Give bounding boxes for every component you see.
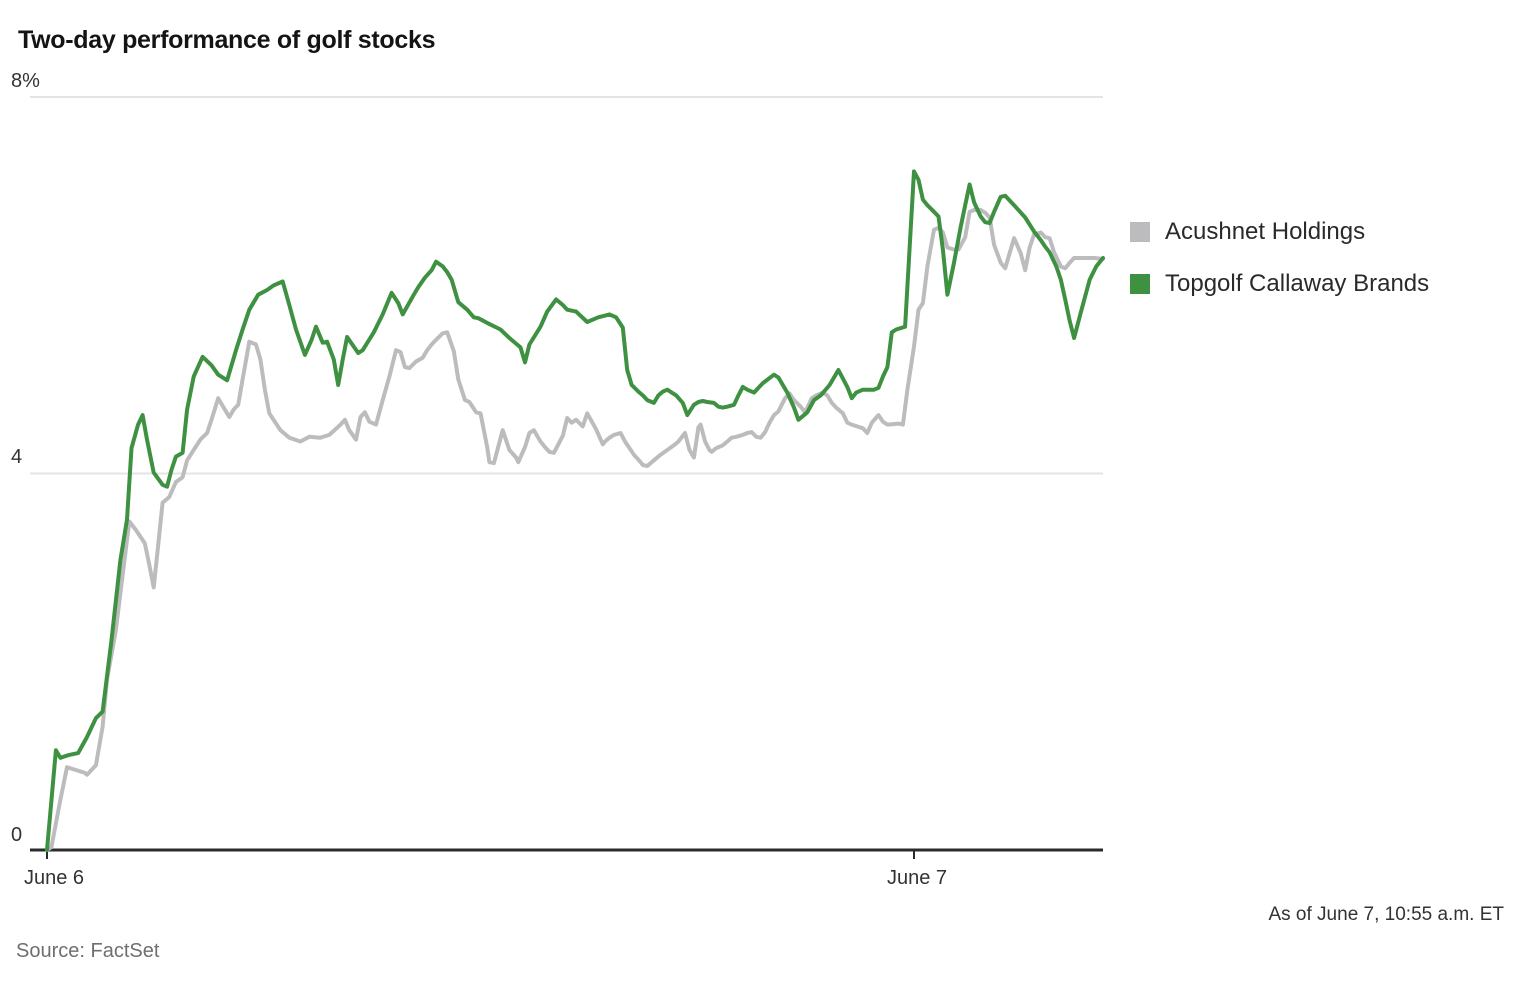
legend-swatch-acushnet-icon — [1130, 222, 1150, 242]
legend: Acushnet Holdings Topgolf Callaway Brand… — [1130, 218, 1429, 322]
y-axis-tick-label-4: 4 — [11, 446, 23, 468]
as-of-note: As of June 7, 10:55 a.m. ET — [1268, 904, 1504, 925]
x-axis-tick-label-june7: June 7 — [886, 867, 948, 889]
legend-label-acushnet: Acushnet Holdings — [1165, 218, 1366, 245]
legend-item-topgolf-callaway: Topgolf Callaway Brands — [1130, 270, 1429, 298]
legend-swatch-topgolf-icon — [1130, 274, 1150, 294]
legend-label-topgolf: Topgolf Callaway Brands — [1165, 270, 1430, 297]
series-line-topgolf-callaway-brands — [45, 169, 1105, 852]
page-title: Two-day performance of golf stocks — [18, 25, 436, 54]
y-axis-tick-label-8: 8% — [11, 70, 40, 92]
series-line-acushnet-holdings — [45, 208, 1105, 852]
x-axis-tick-label-june6: June 6 — [24, 867, 85, 889]
y-axis-tick-label-0: 0 — [11, 824, 23, 846]
source-note: Source: FactSet — [16, 940, 160, 962]
legend-item-acushnet-holdings: Acushnet Holdings — [1130, 218, 1429, 246]
